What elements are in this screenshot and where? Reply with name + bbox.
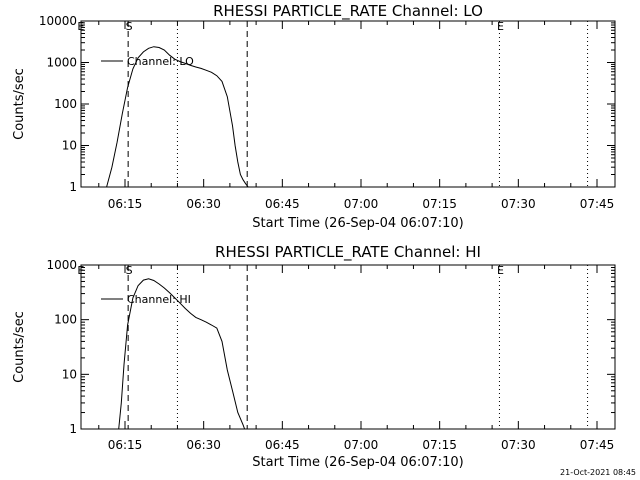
chart-panel-1: RHESSI PARTICLE_RATE Channel: LO Counts/s… [12,2,616,231]
y-tick-label: 1 [69,422,77,436]
legend-label: Channel: LO [127,55,194,68]
x-tick-label: 06:30 [186,197,221,211]
legend-label: Channel: HI [127,293,191,306]
y-tick-label: 100 [54,313,77,327]
x-tick-label: 06:15 [108,438,143,452]
series-line [106,46,251,188]
y-tick-label: 1 [69,180,77,194]
y-axis-label: Counts/sec [12,311,27,383]
marker-label: E [497,264,504,277]
marker-label: E [77,20,84,33]
chart-title: RHESSI PARTICLE_RATE Channel: LO [213,2,483,21]
series-line [118,278,246,430]
marker-label: E [77,264,84,277]
y-tick-label: 1000 [46,258,77,272]
x-tick-label: 07:30 [501,438,536,452]
marker-label: E [497,20,504,33]
x-tick-label: 07:15 [422,438,457,452]
chart-panel-2: RHESSI PARTICLE_RATE Channel: HI Counts/s… [12,243,616,470]
y-tick-label: 1000 [46,56,77,70]
x-axis-label: Start Time (26-Sep-04 06:07:10) [252,216,463,231]
marker-label: S [126,264,133,277]
x-axis-label: Start Time (26-Sep-04 06:07:10) [252,455,463,470]
y-axis-label: Counts/sec [12,68,27,140]
x-tick-label: 07:45 [580,438,615,452]
plot-frame [80,20,616,188]
footer-timestamp: 21-Oct-2021 08:45 [560,468,636,477]
chart-title: RHESSI PARTICLE_RATE Channel: HI [215,243,481,262]
x-tick-label: 07:15 [422,197,457,211]
x-tick-label: 07:30 [501,197,536,211]
x-tick-label: 06:30 [186,438,221,452]
x-tick-label: 07:00 [344,197,379,211]
marker-label: S [126,20,133,33]
y-tick-label: 10 [62,367,77,381]
y-tick-label: 10000 [39,14,77,28]
x-tick-label: 07:00 [344,438,379,452]
x-tick-label: 07:45 [580,197,615,211]
y-tick-label: 100 [54,97,77,111]
y-tick-label: 10 [62,139,77,153]
x-tick-label: 06:45 [265,438,300,452]
x-tick-label: 06:15 [108,197,143,211]
x-tick-label: 06:45 [265,197,300,211]
plot-frame [80,264,616,430]
